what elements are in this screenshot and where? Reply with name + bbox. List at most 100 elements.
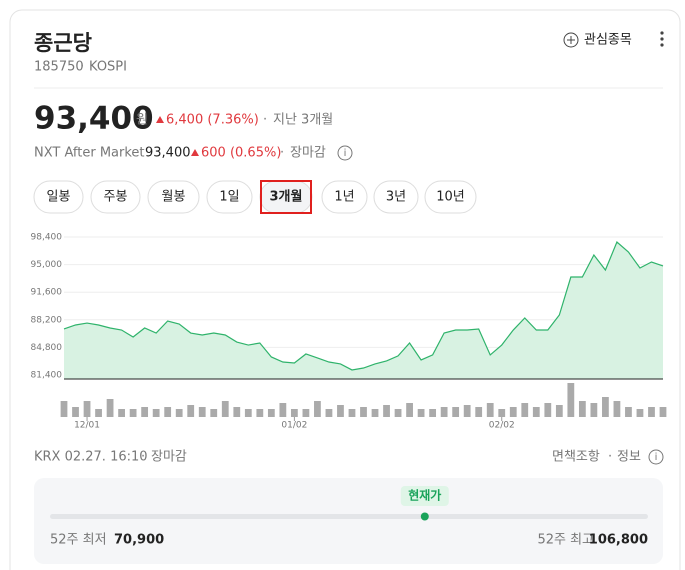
volume-bar: [256, 409, 264, 417]
volume-bar: [210, 409, 218, 417]
high-label: 52주 최고: [537, 533, 594, 548]
watch-label[interactable]: 관심종목: [584, 33, 632, 48]
tab[interactable]: [90, 180, 141, 214]
watch-button[interactable]: 관심종목: [563, 32, 632, 48]
volume-bar: [648, 407, 655, 417]
source: KRX 02.27. 16:10: [34, 450, 148, 465]
x-tick-label: 02/02: [489, 421, 515, 431]
after-label: NXT After Market: [34, 146, 145, 161]
y-tick-label: 84,800: [31, 343, 63, 353]
tab[interactable]: [373, 180, 419, 214]
volume-bar: [625, 407, 632, 417]
tab[interactable]: [424, 180, 477, 214]
disclaimer[interactable]: 면책조항: [552, 450, 600, 465]
volume-bar: [302, 409, 310, 417]
tab-label[interactable]: 1일: [219, 190, 239, 205]
price-unit: 원: [136, 113, 148, 128]
y-tick-label: 98,400: [31, 233, 63, 243]
volume-bar: [83, 401, 91, 417]
market: KOSPI: [89, 60, 127, 75]
sep: ·: [80, 60, 84, 75]
volume-bar: [498, 409, 506, 417]
tab-label[interactable]: 월봉: [162, 190, 186, 205]
volume-bar: [417, 409, 425, 417]
y-tick-label: 88,200: [31, 315, 63, 325]
volume-bar: [129, 409, 137, 417]
up-icon: [191, 149, 199, 156]
volume-bar: [406, 403, 413, 417]
current-dot: [420, 512, 429, 521]
volume-bar: [118, 409, 125, 417]
sep: ·: [141, 450, 145, 465]
volume-bar: [578, 401, 586, 417]
volume-bar: [95, 409, 102, 417]
volume-bar: [532, 407, 540, 417]
tab-label[interactable]: 일봉: [47, 190, 71, 205]
tab[interactable]: [147, 180, 200, 214]
volume-bar: [360, 407, 367, 417]
volume-bar: [267, 409, 275, 417]
volume-bar: [314, 401, 321, 417]
tab-label[interactable]: 3년: [386, 190, 406, 205]
tab-label[interactable]: 주봉: [104, 190, 128, 205]
volume-bar: [567, 383, 575, 417]
after-change: 600 (0.65%): [201, 146, 281, 161]
period: 지난 3개월: [273, 113, 333, 128]
volume-bar: [337, 405, 344, 417]
sep: ·: [608, 450, 612, 465]
range-track: [50, 514, 648, 519]
stock-name: 종근당: [34, 31, 92, 55]
volume-bar: [290, 409, 298, 417]
svg-text:i: i: [655, 452, 658, 463]
tab-label[interactable]: 10년: [436, 190, 465, 205]
volume-bar: [325, 409, 333, 417]
x-tick-label: 12/01: [74, 421, 100, 431]
high-value: 106,800: [589, 533, 648, 548]
y-tick-label: 95,000: [31, 260, 63, 270]
sep: ·: [280, 146, 284, 161]
range-box: [34, 478, 663, 564]
volume-bar: [164, 407, 172, 417]
volume-bar: [475, 407, 483, 417]
tab-label[interactable]: 1년: [334, 190, 354, 205]
volume-bar: [106, 399, 114, 417]
tab[interactable]: [321, 180, 368, 214]
volume-bar: [141, 407, 149, 417]
volume-bar: [659, 407, 667, 417]
current-badge: [400, 486, 449, 506]
volume-bar: [60, 401, 68, 417]
volume-bar: [602, 397, 609, 417]
volume-bar: [152, 409, 160, 417]
card: [9, 9, 681, 570]
volume-bar: [509, 407, 517, 417]
tab[interactable]: [206, 180, 253, 214]
stock-code: 185750: [34, 60, 84, 75]
volume-bar: [198, 407, 206, 417]
info-icon[interactable]: i: [648, 449, 664, 465]
more-button[interactable]: [660, 31, 664, 47]
volume-bar: [72, 407, 79, 417]
info-icon[interactable]: i: [337, 145, 353, 161]
price-change: 6,400 (7.36%): [166, 113, 259, 128]
price: 93,400: [34, 101, 154, 137]
selected-highlight: [260, 180, 312, 214]
tab[interactable]: [33, 180, 84, 214]
y-tick-label: 81,400: [31, 371, 63, 381]
volume-bar: [636, 409, 644, 417]
volume-bar: [233, 407, 241, 417]
volume-bar: [348, 409, 356, 417]
info-link[interactable]: 정보: [617, 450, 641, 465]
volume-bar: [244, 409, 252, 417]
tab-label[interactable]: 3개월: [270, 189, 303, 205]
low-label: 52주 최저: [50, 533, 107, 548]
svg-text:i: i: [344, 148, 347, 159]
volume-bar: [429, 409, 437, 417]
after-status: 장마감: [290, 146, 326, 161]
volume-bar: [544, 403, 552, 417]
footer-status: 장마감: [151, 450, 187, 465]
current-label: 현재가: [408, 488, 441, 503]
volume-bar: [187, 405, 195, 417]
area: [64, 242, 663, 379]
x-tick-label: 01/02: [281, 421, 307, 431]
volume-bar: [463, 405, 471, 417]
